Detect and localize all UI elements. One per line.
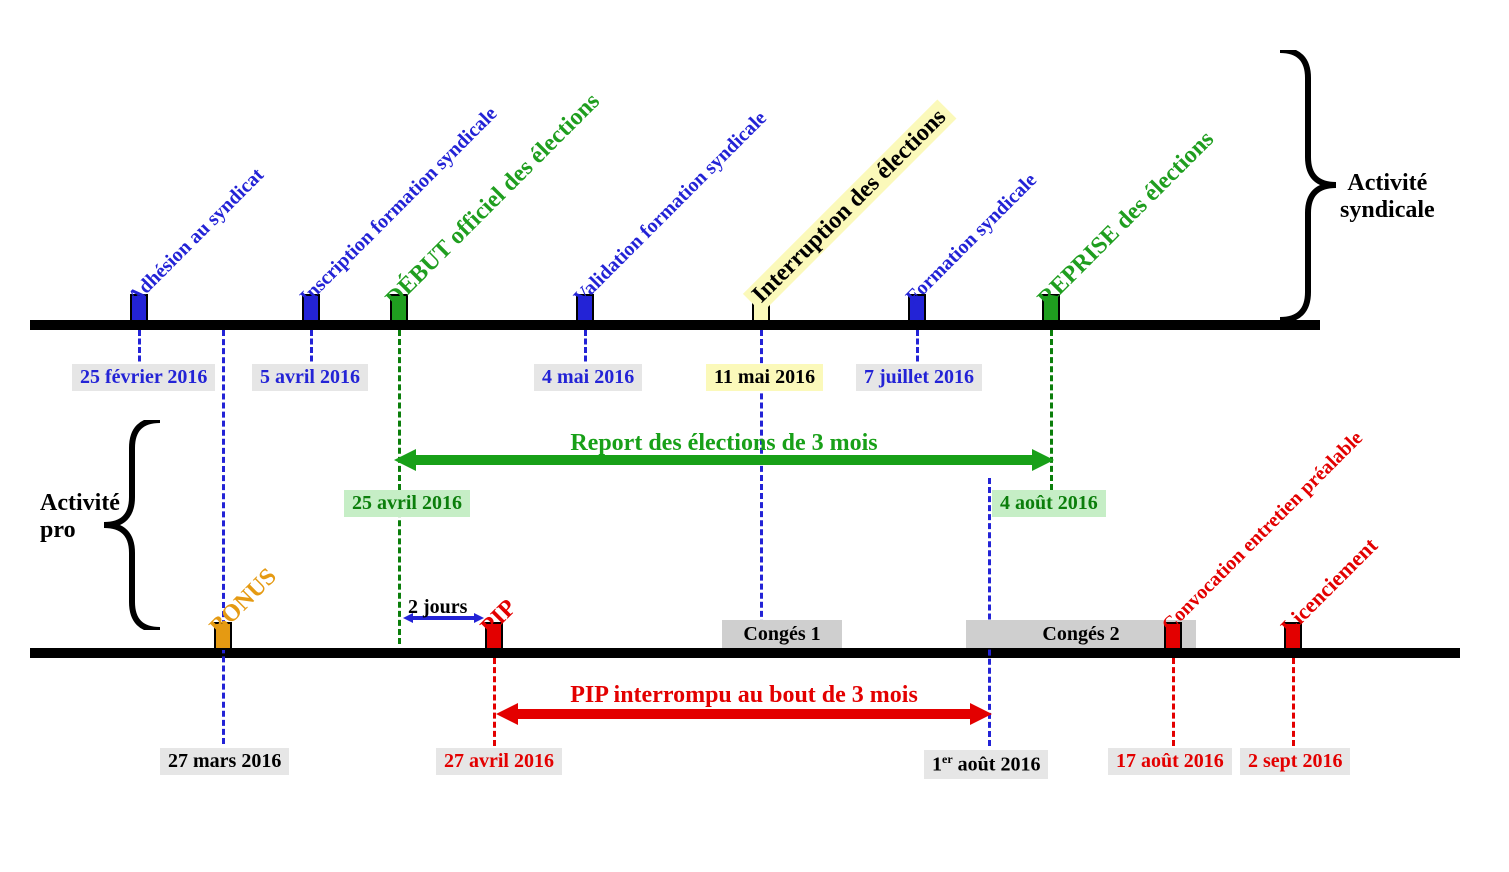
plain-date-0: 1er août 2016 — [924, 750, 1048, 779]
top-label-5: Formation syndicale — [902, 169, 1042, 309]
section-label-syndicale: Activité syndicale — [1340, 170, 1435, 224]
section-label-pro: Activité pro — [40, 490, 120, 544]
top-date-6: 4 août 2016 — [992, 490, 1106, 517]
conges-band-congés-1: Congés 1 — [722, 620, 842, 648]
top-label-3: Validation formation syndicale — [570, 107, 772, 309]
bottom-label-3: Licenciement — [1276, 533, 1383, 640]
top-date-4: 11 mai 2016 — [706, 364, 823, 391]
top-date-1: 5 avril 2016 — [252, 364, 368, 391]
bottom-label-0: BONUS — [205, 563, 283, 641]
top-date-5: 7 juillet 2016 — [856, 364, 982, 391]
bottom-date-2: 17 août 2016 — [1108, 748, 1232, 775]
report-arrow-label: Report des élections de 3 mois — [398, 430, 1050, 457]
two-days-label: 2 jours — [408, 596, 467, 619]
bottom-date-1: 27 avril 2016 — [436, 748, 562, 775]
brace-right — [1280, 50, 1340, 320]
top-label-6: REPRISE des élections — [1033, 126, 1220, 313]
top-date-2: 25 avril 2016 — [344, 490, 470, 517]
top-date-0: 25 février 2016 — [72, 364, 215, 391]
bottom-date-0: 27 mars 2016 — [160, 748, 289, 775]
bottom-label-2: Convocation entretien préalable — [1158, 427, 1368, 637]
pip-arrow-label: PIP interrompu au bout de 3 mois — [500, 682, 988, 709]
top-label-0: Adhésion au syndicat — [124, 164, 269, 309]
bottom-date-3: 2 sept 2016 — [1240, 748, 1350, 775]
top-date-3: 4 mai 2016 — [534, 364, 642, 391]
